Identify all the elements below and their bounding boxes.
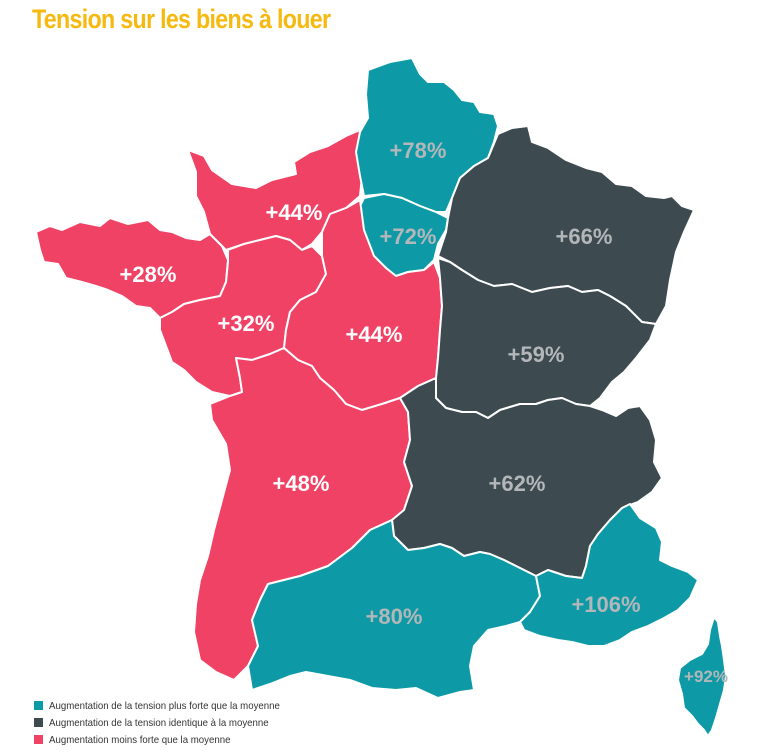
legend-swatch-teal	[34, 701, 43, 710]
region-corse[interactable]	[677, 616, 727, 737]
label-bretagne: +28%	[120, 262, 177, 287]
label-centre-val-de-loire: +44%	[346, 322, 403, 347]
legend-label: Augmentation de la tension identique à l…	[49, 716, 269, 729]
label-bourgogne-franche-comte: +59%	[508, 342, 565, 367]
label-grand-est: +66%	[556, 224, 613, 249]
label-ile-de-france: +72%	[380, 224, 437, 249]
label-corse: +92%	[684, 667, 728, 686]
label-paca: +106%	[571, 592, 640, 617]
legend-swatch-pink	[34, 735, 43, 744]
map-legend: Augmentation de la tension plus forte qu…	[34, 697, 300, 748]
label-normandie: +44%	[266, 200, 323, 225]
legend-item-identique: Augmentation de la tension identique à l…	[34, 714, 300, 731]
legend-item-plus-forte: Augmentation de la tension plus forte qu…	[34, 697, 300, 714]
region-paca[interactable]	[519, 503, 699, 647]
label-occitanie: +80%	[366, 604, 423, 629]
legend-swatch-dark	[34, 718, 43, 727]
region-normandie[interactable]	[187, 129, 363, 251]
label-nouvelle-aquitaine: +48%	[273, 471, 330, 496]
label-hauts-de-france: +78%	[390, 138, 447, 163]
legend-label: Augmentation de la tension plus forte qu…	[49, 699, 280, 712]
label-auvergne-rhone-alpes: +62%	[489, 471, 546, 496]
legend-label: Augmentation moins forte que la moyenne	[49, 733, 231, 746]
map-title: Tension sur les biens à louer	[32, 4, 331, 34]
label-pays-de-la-loire: +32%	[218, 311, 275, 336]
legend-item-moins-forte: Augmentation moins forte que la moyenne	[34, 731, 300, 748]
